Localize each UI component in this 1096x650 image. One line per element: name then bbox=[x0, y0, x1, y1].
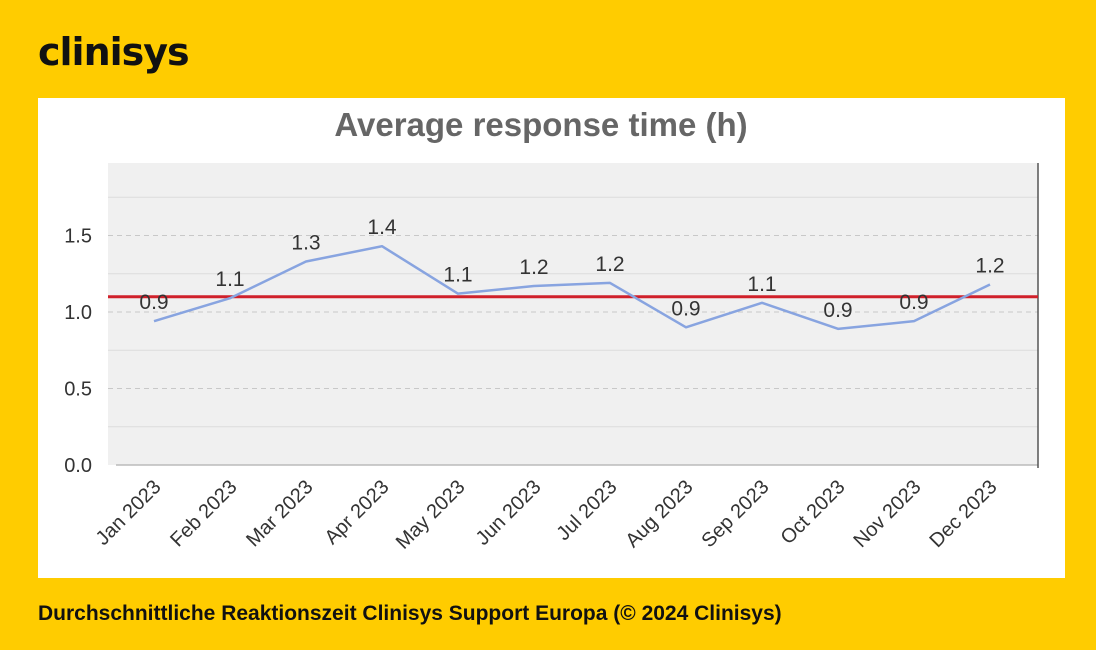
data-label: 1.3 bbox=[291, 232, 320, 255]
y-tick-label: 0.5 bbox=[64, 379, 92, 401]
chart-caption: Durchschnittliche Reaktionszeit Clinisys… bbox=[38, 602, 782, 625]
data-label: 0.9 bbox=[139, 291, 168, 314]
x-tick-label: Nov 2023 bbox=[849, 476, 925, 552]
data-label: 0.9 bbox=[823, 299, 852, 322]
plot-area bbox=[108, 163, 1038, 465]
x-tick-label: Sep 2023 bbox=[697, 476, 773, 552]
data-label: 1.2 bbox=[595, 253, 624, 276]
clinisys-logo: clinisys bbox=[38, 30, 190, 74]
x-tick-label: Apr 2023 bbox=[321, 476, 394, 549]
x-tick-label: Jun 2023 bbox=[472, 476, 546, 550]
data-label: 1.2 bbox=[519, 256, 548, 279]
x-tick-label: Mar 2023 bbox=[242, 476, 317, 551]
data-label: 1.2 bbox=[975, 254, 1004, 277]
data-label: 1.4 bbox=[367, 216, 397, 239]
x-tick-label: Dec 2023 bbox=[925, 476, 1001, 552]
y-axis-tick-labels: 0.0 0.5 1.0 1.5 bbox=[64, 226, 92, 478]
y-tick-label: 0.0 bbox=[64, 455, 92, 477]
grid-lines bbox=[108, 196, 1038, 466]
y-tick-label: 1.5 bbox=[64, 226, 92, 248]
data-label: 1.1 bbox=[443, 264, 472, 287]
data-label: 0.9 bbox=[671, 297, 700, 320]
x-tick-label: Feb 2023 bbox=[166, 476, 241, 551]
series-line bbox=[153, 244, 991, 331]
x-tick-label: Jul 2023 bbox=[553, 476, 622, 545]
line-chart: Average response time (h) 0.0 0.5 1.0 1.5 J… bbox=[64, 106, 1039, 554]
x-tick-label: May 2023 bbox=[392, 476, 470, 554]
data-label: 1.1 bbox=[215, 268, 244, 291]
data-labels: 0.9 1.1 1.3 1.4 1.1 1.2 1.2 0.9 1.1 0.9 0.9 1.2 bbox=[139, 216, 1004, 322]
chart-title: Average response time (h) bbox=[334, 106, 747, 143]
x-tick-label: Jan 2023 bbox=[92, 476, 166, 550]
data-label: 0.9 bbox=[899, 291, 928, 314]
x-tick-label: Oct 2023 bbox=[777, 476, 850, 549]
x-tick-label: Aug 2023 bbox=[621, 476, 697, 552]
y-tick-label: 1.0 bbox=[64, 302, 92, 324]
series-line-group bbox=[153, 244, 991, 331]
chart-card: Average response time (h) 0.0 0.5 1.0 1.5 J… bbox=[38, 98, 1065, 578]
data-label: 1.1 bbox=[747, 273, 776, 296]
